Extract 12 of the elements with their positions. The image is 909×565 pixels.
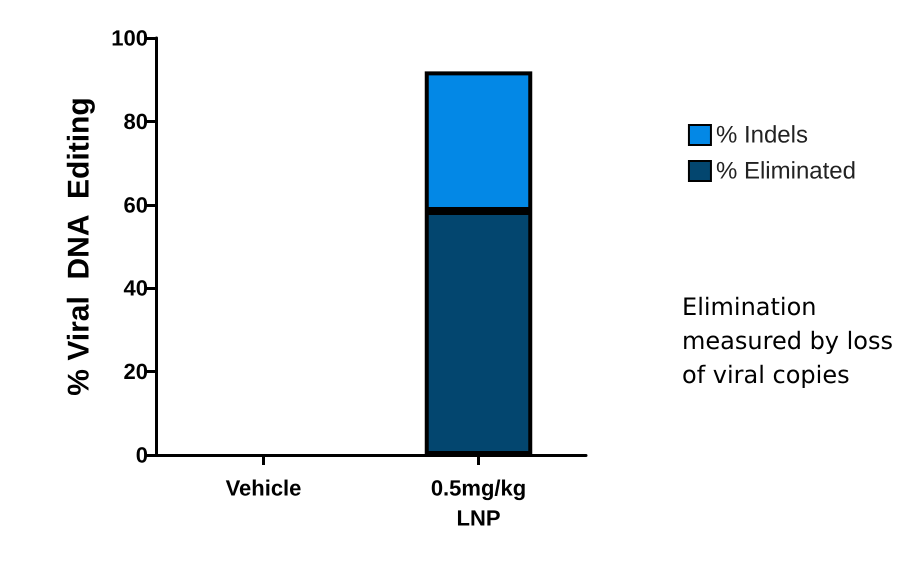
y-tick-label: 0 [136,442,148,468]
text: Elimination measured by loss of viral copies [682,293,894,389]
y-tick-label: 100 [111,26,148,50]
x-tick-label: Vehicle [226,476,302,500]
y-tick-label: 20 [124,359,148,384]
legend-label: % Eliminated [716,158,856,184]
x-tick-label: 0.5mg/kg LNP [430,476,526,530]
legend-label: % Indels [716,122,808,148]
y-tick-label: 40 [124,276,148,301]
y-tick-label: 80 [124,108,148,134]
y-tick-label: 60 [124,192,148,218]
y-axis-title: % Viral DNA Editing [62,97,96,396]
